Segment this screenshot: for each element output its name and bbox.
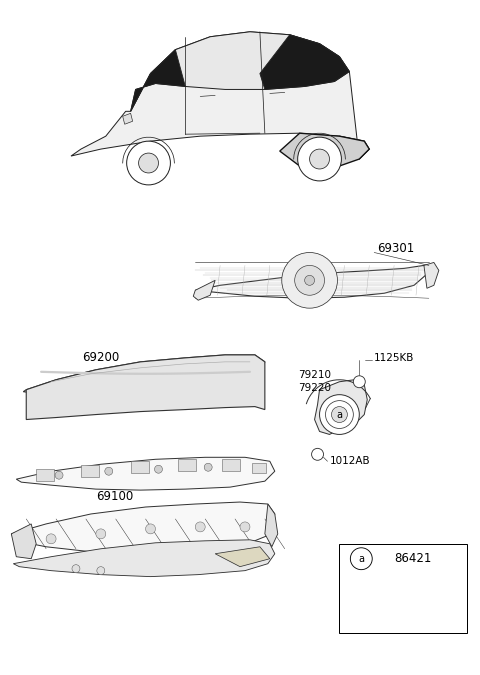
Circle shape — [204, 463, 212, 471]
Circle shape — [72, 565, 80, 572]
Polygon shape — [23, 355, 265, 393]
Polygon shape — [16, 457, 275, 490]
Circle shape — [195, 522, 205, 532]
Text: 69301: 69301 — [377, 242, 414, 255]
Polygon shape — [193, 280, 215, 300]
Polygon shape — [339, 136, 369, 159]
Text: 69100: 69100 — [96, 489, 133, 503]
Circle shape — [295, 265, 324, 295]
Circle shape — [240, 522, 250, 532]
Polygon shape — [81, 465, 99, 477]
Polygon shape — [131, 461, 148, 473]
Circle shape — [46, 534, 56, 544]
Polygon shape — [260, 34, 349, 90]
Polygon shape — [12, 524, 36, 559]
Text: 1125KB: 1125KB — [374, 353, 415, 363]
Polygon shape — [179, 459, 196, 471]
Text: 79220: 79220 — [298, 383, 331, 393]
Circle shape — [305, 275, 314, 286]
Circle shape — [96, 529, 106, 539]
Polygon shape — [131, 50, 185, 111]
Polygon shape — [26, 355, 265, 420]
Circle shape — [353, 376, 365, 387]
Polygon shape — [252, 463, 266, 473]
Circle shape — [332, 406, 348, 423]
FancyBboxPatch shape — [339, 544, 467, 633]
Polygon shape — [13, 540, 275, 576]
Polygon shape — [195, 265, 429, 298]
Polygon shape — [265, 504, 278, 547]
Polygon shape — [222, 459, 240, 471]
Polygon shape — [424, 263, 439, 288]
Circle shape — [105, 467, 113, 475]
Text: 79210: 79210 — [298, 370, 331, 380]
Circle shape — [145, 524, 156, 534]
Text: a: a — [336, 410, 342, 420]
Circle shape — [97, 567, 105, 574]
Polygon shape — [131, 32, 349, 111]
Circle shape — [312, 448, 324, 460]
Circle shape — [310, 149, 329, 169]
Circle shape — [127, 141, 170, 185]
Circle shape — [155, 465, 162, 473]
Polygon shape — [123, 113, 132, 124]
Circle shape — [298, 137, 341, 181]
Polygon shape — [389, 595, 417, 622]
Text: 69200: 69200 — [82, 352, 120, 364]
Circle shape — [282, 252, 337, 308]
Polygon shape — [71, 32, 369, 159]
Polygon shape — [215, 547, 270, 567]
Text: 1012AB: 1012AB — [329, 456, 370, 466]
Text: 86421: 86421 — [394, 552, 432, 565]
Circle shape — [320, 395, 360, 435]
Polygon shape — [12, 502, 275, 554]
Polygon shape — [280, 133, 369, 166]
Circle shape — [350, 548, 372, 570]
Polygon shape — [36, 469, 54, 481]
Polygon shape — [314, 380, 367, 435]
Text: a: a — [358, 554, 364, 564]
Circle shape — [55, 471, 63, 479]
Circle shape — [139, 153, 158, 173]
